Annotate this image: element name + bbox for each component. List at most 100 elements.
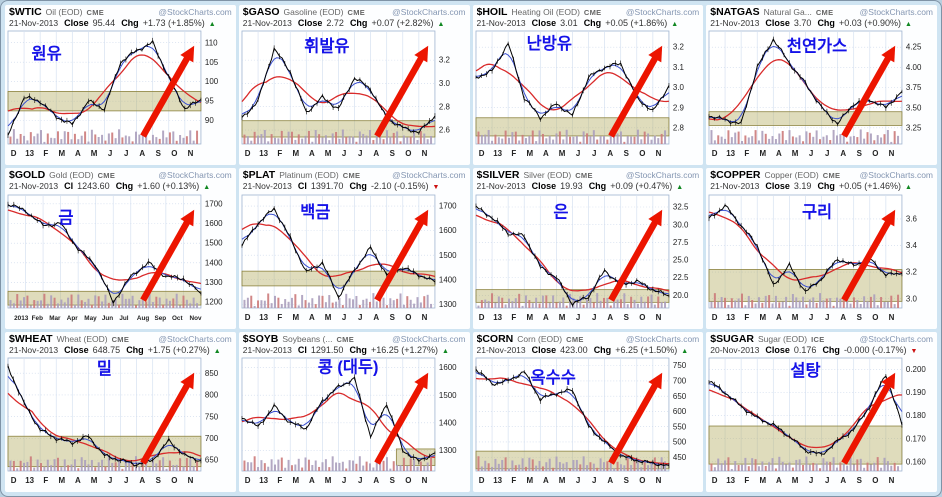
stockcharts-source-link[interactable]: @StockCharts.com xyxy=(859,7,933,17)
chart-cell-corn[interactable]: $CORN Corn (EOD) CME @StockCharts.com 21… xyxy=(472,331,704,492)
close-label: Close xyxy=(531,345,557,355)
close-value: 2.72 xyxy=(326,19,344,29)
volume-bars xyxy=(243,292,432,308)
svg-text:O: O xyxy=(639,313,645,322)
svg-text:Apr: Apr xyxy=(67,315,78,322)
svg-text:F: F xyxy=(511,149,516,158)
stockcharts-source-link[interactable]: @StockCharts.com xyxy=(392,170,466,181)
chart-header: $CORN Corn (EOD) CME @StockCharts.com 21… xyxy=(473,332,704,355)
svg-text:1400: 1400 xyxy=(439,275,457,284)
chart-cell-copper[interactable]: $COPPER Copper (EOD) CME @StockCharts.co… xyxy=(706,168,937,329)
date-label: 21-Nov-2013 xyxy=(476,345,526,355)
svg-text:A: A xyxy=(373,313,379,322)
price-line xyxy=(241,45,436,136)
change-direction-icon: ▼ xyxy=(432,184,440,192)
svg-text:S: S xyxy=(156,476,161,485)
symbol-label: $SUGAR xyxy=(710,333,755,345)
svg-text:D: D xyxy=(478,149,484,158)
svg-text:110: 110 xyxy=(205,39,218,48)
volume-bars xyxy=(710,129,900,145)
trend-arrow xyxy=(841,209,896,302)
stockcharts-source-link[interactable]: @StockCharts.com xyxy=(158,170,232,181)
svg-text:2.8: 2.8 xyxy=(672,124,684,133)
svg-text:D: D xyxy=(11,476,17,485)
chg-label: Chg xyxy=(349,182,367,192)
stockcharts-source-link[interactable]: @StockCharts.com xyxy=(392,333,466,344)
svg-text:2013: 2013 xyxy=(14,315,29,322)
stockcharts-source-link[interactable]: @StockCharts.com xyxy=(392,7,466,17)
date-label: 21-Nov-2013 xyxy=(9,19,59,29)
svg-text:N: N xyxy=(421,476,427,485)
stockcharts-source-link[interactable]: @StockCharts.com xyxy=(158,7,232,17)
chart-cell-hoil[interactable]: $HOIL Heating Oil (EOD) CME @StockCharts… xyxy=(472,5,704,166)
svg-text:N: N xyxy=(655,476,661,485)
svg-text:13: 13 xyxy=(727,476,736,485)
svg-text:1200: 1200 xyxy=(205,297,223,306)
svg-text:M: M xyxy=(558,149,565,158)
chart-cell-plat[interactable]: $PLAT Platinum (EOD) CME @StockCharts.co… xyxy=(238,168,470,329)
chart-cell-sugar[interactable]: $SUGAR Sugar (EOD) ICE @StockCharts.com … xyxy=(706,331,937,492)
date-label: 21-Nov-2013 xyxy=(9,182,59,192)
stockcharts-source-link[interactable]: @StockCharts.com xyxy=(625,333,700,344)
stockcharts-source-link[interactable]: @StockCharts.com xyxy=(859,333,933,344)
chg-value: +0.05 (+1.46%) xyxy=(838,182,901,192)
svg-text:13: 13 xyxy=(25,149,34,158)
svg-text:M: M xyxy=(760,313,767,322)
svg-text:1500: 1500 xyxy=(439,251,457,260)
svg-text:3.2: 3.2 xyxy=(439,56,451,65)
svg-text:J: J xyxy=(358,149,362,158)
chart-cell-silver[interactable]: $SILVER Silver (EOD) CME @StockCharts.co… xyxy=(472,168,704,329)
support-zone xyxy=(241,270,436,287)
svg-text:13: 13 xyxy=(259,149,268,158)
svg-text:A: A xyxy=(543,149,549,158)
chart-cell-gold[interactable]: $GOLD Gold (EOD) CME @StockCharts.com 21… xyxy=(5,168,236,329)
svg-text:S: S xyxy=(156,149,161,158)
svg-text:D: D xyxy=(11,149,17,158)
svg-text:A: A xyxy=(139,476,145,485)
svg-text:750: 750 xyxy=(672,361,686,370)
svg-text:J: J xyxy=(342,476,346,485)
svg-text:600: 600 xyxy=(672,407,686,416)
svg-text:O: O xyxy=(873,476,879,485)
instrument-name: Silver (EOD) xyxy=(523,170,572,181)
exchange-label: CME xyxy=(97,171,116,181)
svg-text:13: 13 xyxy=(727,149,736,158)
chart-cell-wtic[interactable]: $WTIC Oil (EOD) CME @StockCharts.com 21-… xyxy=(5,5,236,166)
svg-text:F: F xyxy=(277,313,282,322)
svg-text:S: S xyxy=(389,149,394,158)
svg-text:D: D xyxy=(712,149,718,158)
date-label: 21-Nov-2013 xyxy=(242,345,292,355)
korean-overlay-label: 휘발유 xyxy=(304,37,349,56)
chart-header: $HOIL Heating Oil (EOD) CME @StockCharts… xyxy=(473,5,704,28)
exchange-label: CME xyxy=(111,334,130,344)
date-label: 21-Nov-2013 xyxy=(476,19,526,29)
chart-cell-wheat[interactable]: $WHEAT Wheat (EOD) CME @StockCharts.com … xyxy=(5,331,236,492)
chart-cell-natgas[interactable]: $NATGAS Natural Ga... CME @StockCharts.c… xyxy=(706,5,937,166)
exchange-label: CME xyxy=(575,171,593,181)
stockcharts-source-link[interactable]: @StockCharts.com xyxy=(859,170,933,181)
svg-text:22.5: 22.5 xyxy=(672,273,688,282)
svg-text:1600: 1600 xyxy=(205,219,223,228)
svg-text:J: J xyxy=(124,476,128,485)
price-line xyxy=(241,374,435,465)
stockcharts-source-link[interactable]: @StockCharts.com xyxy=(158,333,232,344)
close-value: 19.93 xyxy=(560,182,583,192)
svg-text:3.2: 3.2 xyxy=(672,43,684,52)
svg-text:A: A xyxy=(543,313,549,322)
price-chart-canvas: 3.63.43.23.0D 13 F M A M J J A S O N구리 xyxy=(708,194,918,322)
svg-text:550: 550 xyxy=(672,422,686,431)
price-line xyxy=(475,366,669,469)
support-zone xyxy=(475,289,669,303)
instrument-name: Gold (EOD) xyxy=(49,170,94,181)
instrument-name: Corn (EOD) xyxy=(517,333,563,344)
change-direction-icon: ▲ xyxy=(904,21,912,29)
svg-text:13: 13 xyxy=(25,476,34,485)
svg-text:4.00: 4.00 xyxy=(906,63,922,72)
stockcharts-source-link[interactable]: @StockCharts.com xyxy=(625,170,700,181)
chart-cell-gaso[interactable]: $GASO Gasoline (EOD) CME @StockCharts.co… xyxy=(238,5,470,166)
chart-cell-soyb[interactable]: $SOYB Soybeans (... CME @StockCharts.com… xyxy=(238,331,470,492)
korean-overlay-label: 천연가스 xyxy=(787,38,847,56)
svg-text:1500: 1500 xyxy=(439,391,457,400)
stockcharts-source-link[interactable]: @StockCharts.com xyxy=(625,7,700,17)
